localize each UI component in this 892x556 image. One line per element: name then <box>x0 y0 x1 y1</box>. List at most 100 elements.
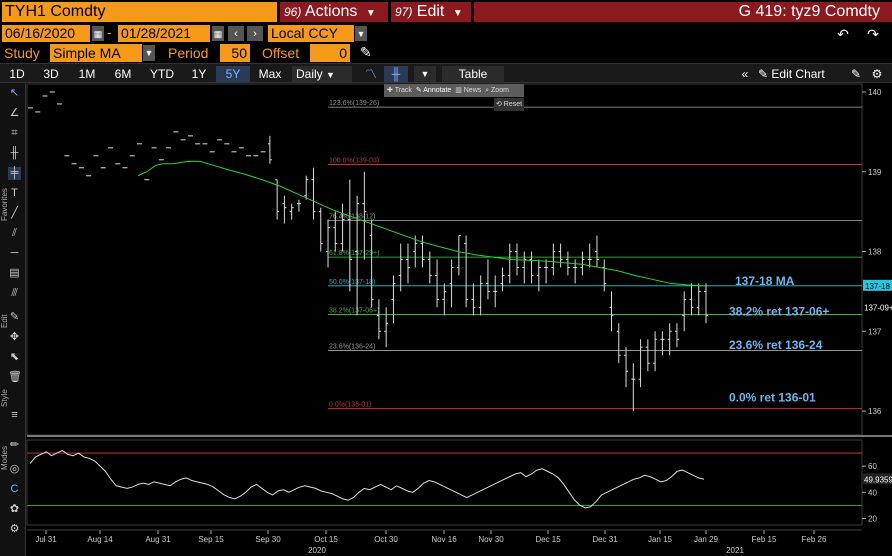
style-icon[interactable]: ≡ <box>11 409 18 421</box>
pencil-icon[interactable]: ✎ <box>360 44 372 60</box>
chevron-down-icon[interactable]: ▼ <box>414 66 436 82</box>
chevron-down-icon[interactable]: ▼ <box>355 26 367 41</box>
range-3d[interactable]: 3D <box>43 67 59 81</box>
pencil-icon: ✎ <box>758 67 769 81</box>
chart-annotation: 23.6% ret 136-24 <box>729 338 823 352</box>
collapse-icon[interactable]: « <box>741 67 749 81</box>
ohlc-bar <box>696 283 701 316</box>
ohlc-bar <box>485 259 490 300</box>
ohlc-bar <box>296 199 301 212</box>
ohlc-bar <box>442 283 447 316</box>
edit-icon[interactable]: ✎ <box>850 67 862 81</box>
ohlc-bar <box>391 275 396 324</box>
study-select[interactable]: Simple MA <box>50 44 142 62</box>
cursor-arrow-icon[interactable]: ↖ <box>9 87 20 99</box>
period-input[interactable]: 50 <box>220 44 250 62</box>
date-tick-label: Jan 15 <box>648 535 673 544</box>
range-ytd[interactable]: YTD <box>150 67 174 81</box>
annotations: 137-18 MA 38.2% ret 137-06+ 23.6% ret 136-… <box>729 274 829 404</box>
ohlc-bar <box>355 195 360 316</box>
ohlc-bar <box>522 251 527 284</box>
zoom-tool[interactable]: ⌕ Zoom <box>485 87 509 94</box>
calendar-icon[interactable]: ▦ <box>212 26 224 41</box>
annotate-tool[interactable]: ✎ Annotate <box>415 87 452 94</box>
date-tick-label: Dec 15 <box>535 535 561 544</box>
ohlc-chart-icon[interactable]: ╫ <box>384 66 408 82</box>
trash-icon[interactable]: 🗑 <box>8 371 22 383</box>
actions-number: 96) <box>284 5 302 19</box>
ohlc-bar <box>275 179 280 220</box>
main-panel-frame <box>26 83 863 436</box>
year-label: 2020 <box>308 546 326 555</box>
ohlc-bar <box>602 259 607 292</box>
news-tool[interactable]: ▥ News <box>455 87 482 94</box>
pen-icon[interactable]: ✎ <box>9 311 20 323</box>
chevron-left-icon[interactable]: ‹ <box>228 26 244 41</box>
actions-menu[interactable]: 96) Actions ▼ <box>280 2 388 22</box>
range-1d[interactable]: 1D <box>9 67 25 81</box>
period-label: Period <box>168 45 209 61</box>
line-icon[interactable]: ╱ <box>11 207 18 219</box>
ohlc-bar <box>384 307 389 348</box>
price-tick-label: 139 <box>868 168 882 177</box>
offset-input[interactable]: 0 <box>310 44 350 62</box>
fibonacci-icon[interactable]: ╪ <box>8 167 21 180</box>
rsi-value-tag-bg <box>863 473 892 485</box>
pencil-icon[interactable]: ✏ <box>9 439 20 451</box>
channel-icon[interactable]: ⫽ <box>12 227 17 239</box>
start-date-field[interactable]: 06/16/2020 <box>2 25 90 42</box>
line-chart-icon[interactable]: 〽 <box>364 67 377 81</box>
frequency-select[interactable]: Daily ▼ <box>292 66 352 82</box>
move-icon[interactable]: ✥ <box>9 331 20 343</box>
rsi-tick-label: 60 <box>868 462 877 471</box>
chevron-down-icon[interactable]: ▼ <box>143 45 155 61</box>
table-button[interactable]: Table <box>442 66 504 82</box>
gear-icon[interactable]: ⚙ <box>9 523 20 535</box>
calendar-icon[interactable]: ▦ <box>92 26 104 41</box>
parallel-icon[interactable]: ⫻ <box>11 287 18 299</box>
redo-icon[interactable]: ↷ <box>867 26 879 42</box>
ticker-field[interactable]: TYH1 Comdty <box>2 2 277 22</box>
chevron-right-icon[interactable]: › <box>247 26 263 41</box>
rsi-tick-label: 20 <box>868 514 877 523</box>
mode-c-icon[interactable]: C <box>10 483 19 495</box>
price-tick-label: 138 <box>868 248 882 257</box>
edit-chart-button[interactable]: ✎ Edit Chart <box>758 66 844 82</box>
range-5y-active[interactable]: 5Y <box>216 66 250 82</box>
text-icon[interactable]: T <box>11 187 18 199</box>
trendline-icon[interactable]: ∠ <box>9 107 20 119</box>
reset-button[interactable]: ⟲ Reset <box>494 98 524 111</box>
date-tick-label: Aug 31 <box>145 535 171 544</box>
date-tick-label: Feb 15 <box>752 535 777 544</box>
range-1y[interactable]: 1Y <box>191 67 207 81</box>
chart-grid <box>26 83 863 436</box>
chart-annotation: 137-18 MA <box>735 274 795 288</box>
rsi-value-tag: 49.9359 <box>864 475 892 484</box>
select-icon[interactable]: ⬉ <box>9 351 20 363</box>
ohlc-bar <box>326 219 331 268</box>
compass-icon[interactable]: ◎ <box>9 463 20 475</box>
rsi-line <box>29 449 705 509</box>
rsi-tick-label: 40 <box>868 488 877 497</box>
gear-icon[interactable]: ⚙ <box>871 67 883 81</box>
candle-icon[interactable]: ╫ <box>10 147 19 159</box>
currency-select[interactable]: Local CCY <box>268 25 354 42</box>
date-tick-label: Oct 30 <box>374 535 398 544</box>
title-bar: TYH1 Comdty 96) Actions ▼ 97) Edit ▼ G 4… <box>0 0 892 24</box>
horizontal-line-icon[interactable]: ─ <box>10 247 19 259</box>
range-1m[interactable]: 1M <box>78 67 96 81</box>
rsi-panel-frame <box>26 439 863 526</box>
settings-icon[interactable]: ✿ <box>9 503 20 515</box>
range-max[interactable]: Max <box>258 67 282 81</box>
undo-icon[interactable]: ↶ <box>837 26 849 42</box>
range-6m[interactable]: 6M <box>114 67 132 81</box>
track-tool[interactable]: ✚ Track <box>387 87 412 94</box>
end-date-field[interactable]: 01/28/2021 <box>118 25 210 42</box>
moving-average-line <box>137 160 707 287</box>
ohlc-bar <box>558 243 563 268</box>
ohlc-bar <box>340 203 345 252</box>
reset-icon: ⟲ <box>495 101 502 108</box>
rectangle-icon[interactable]: ▤ <box>9 267 20 279</box>
edit-menu[interactable]: 97) Edit ▼ <box>391 2 471 22</box>
crosshair-icon[interactable]: ⌗ <box>11 127 18 139</box>
